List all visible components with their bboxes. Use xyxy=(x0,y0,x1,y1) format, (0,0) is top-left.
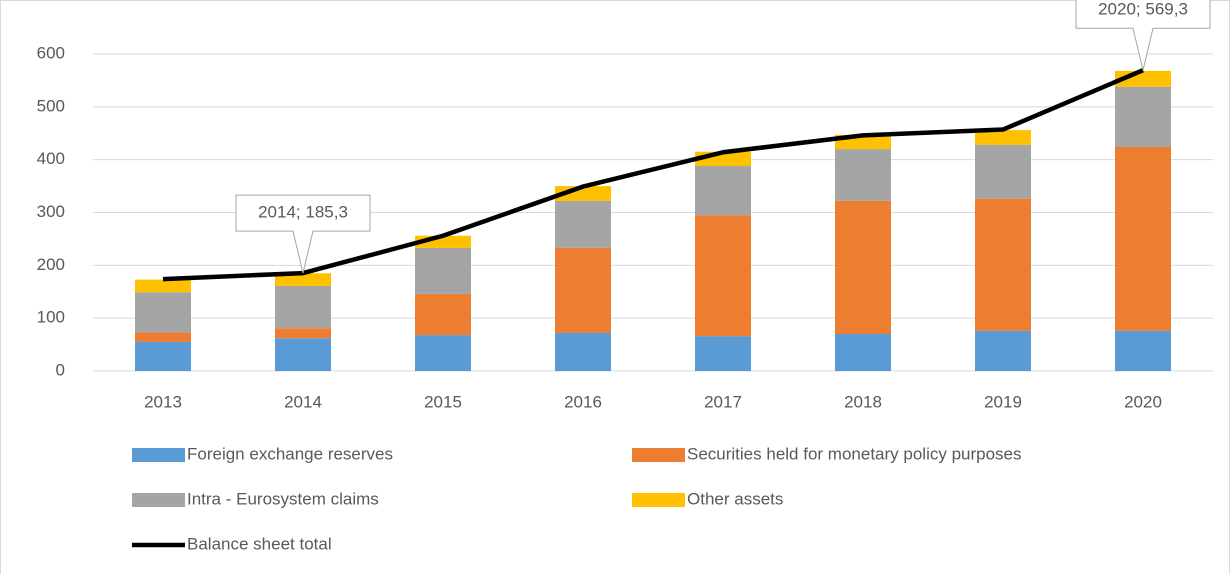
x-tick-label: 2019 xyxy=(984,392,1022,411)
callout xyxy=(235,194,371,274)
legend-label: Other assets xyxy=(687,489,783,508)
bar-segment xyxy=(555,200,611,248)
legend-swatch xyxy=(132,493,185,507)
x-tick-label: 2014 xyxy=(284,392,322,411)
callout xyxy=(1075,0,1211,71)
bar-segment xyxy=(555,332,611,371)
bar-segment xyxy=(975,130,1031,145)
y-tick-label: 100 xyxy=(37,308,65,327)
x-tick-label: 2020 xyxy=(1124,392,1162,411)
bar-segment xyxy=(695,336,751,371)
bar-segment xyxy=(835,149,891,201)
data-label: 2014; 185,3 xyxy=(258,203,348,222)
bar-segment xyxy=(275,328,331,339)
bar-segment xyxy=(415,247,471,294)
bar-segment xyxy=(1115,146,1171,331)
legend-label: Foreign exchange reserves xyxy=(187,444,393,463)
bar-segment xyxy=(275,273,331,286)
x-tick-label: 2016 xyxy=(564,392,602,411)
bar-segment xyxy=(135,279,191,293)
legend-swatch xyxy=(632,448,685,462)
bar-segment xyxy=(135,332,191,342)
bar-segment xyxy=(555,247,611,333)
legend-swatch xyxy=(632,493,685,507)
data-label: 2020; 569,3 xyxy=(1098,0,1188,19)
y-tick-label: 400 xyxy=(37,149,65,168)
y-tick-label: 0 xyxy=(56,360,65,379)
bar-segment xyxy=(975,330,1031,371)
legend-label: Balance sheet total xyxy=(187,534,332,553)
bar-segment xyxy=(415,293,471,336)
x-tick-label: 2015 xyxy=(424,392,462,411)
bar-segment xyxy=(415,335,471,371)
bar-segment xyxy=(695,166,751,216)
bar-segment xyxy=(975,198,1031,331)
x-tick-label: 2013 xyxy=(144,392,182,411)
bar-segment xyxy=(1115,86,1171,147)
y-tick-label: 300 xyxy=(37,202,65,221)
y-tick-label: 200 xyxy=(37,255,65,274)
bar-segment xyxy=(975,144,1031,199)
bar-segment xyxy=(1115,330,1171,371)
legend-label: Securities held for monetary policy purp… xyxy=(687,444,1022,463)
y-tick-label: 500 xyxy=(37,96,65,115)
bar-segment xyxy=(835,200,891,335)
bar-segment xyxy=(835,334,891,371)
bar-segment xyxy=(275,338,331,371)
x-tick-label: 2017 xyxy=(704,392,742,411)
bar-segment xyxy=(275,285,331,329)
y-tick-label: 600 xyxy=(37,43,65,62)
legend-label: Intra - Eurosystem claims xyxy=(187,489,379,508)
legend-swatch xyxy=(132,448,185,462)
line xyxy=(162,68,1144,282)
bar-segment xyxy=(695,215,751,337)
bar-segment xyxy=(135,341,191,371)
x-tick-label: 2018 xyxy=(844,392,882,411)
bar-segment xyxy=(135,292,191,333)
